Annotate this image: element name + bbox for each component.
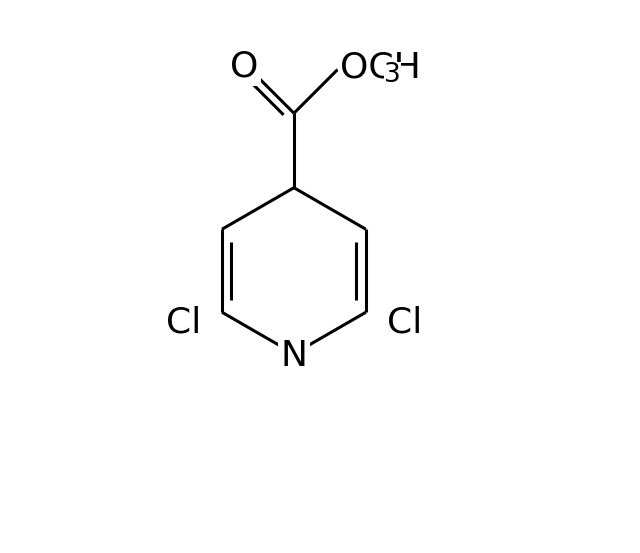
- Text: OCH: OCH: [340, 50, 420, 85]
- Text: 3: 3: [385, 62, 401, 88]
- Text: Cl: Cl: [387, 306, 422, 340]
- Text: O: O: [230, 49, 258, 83]
- Text: Cl: Cl: [166, 306, 202, 340]
- Text: N: N: [280, 339, 307, 373]
